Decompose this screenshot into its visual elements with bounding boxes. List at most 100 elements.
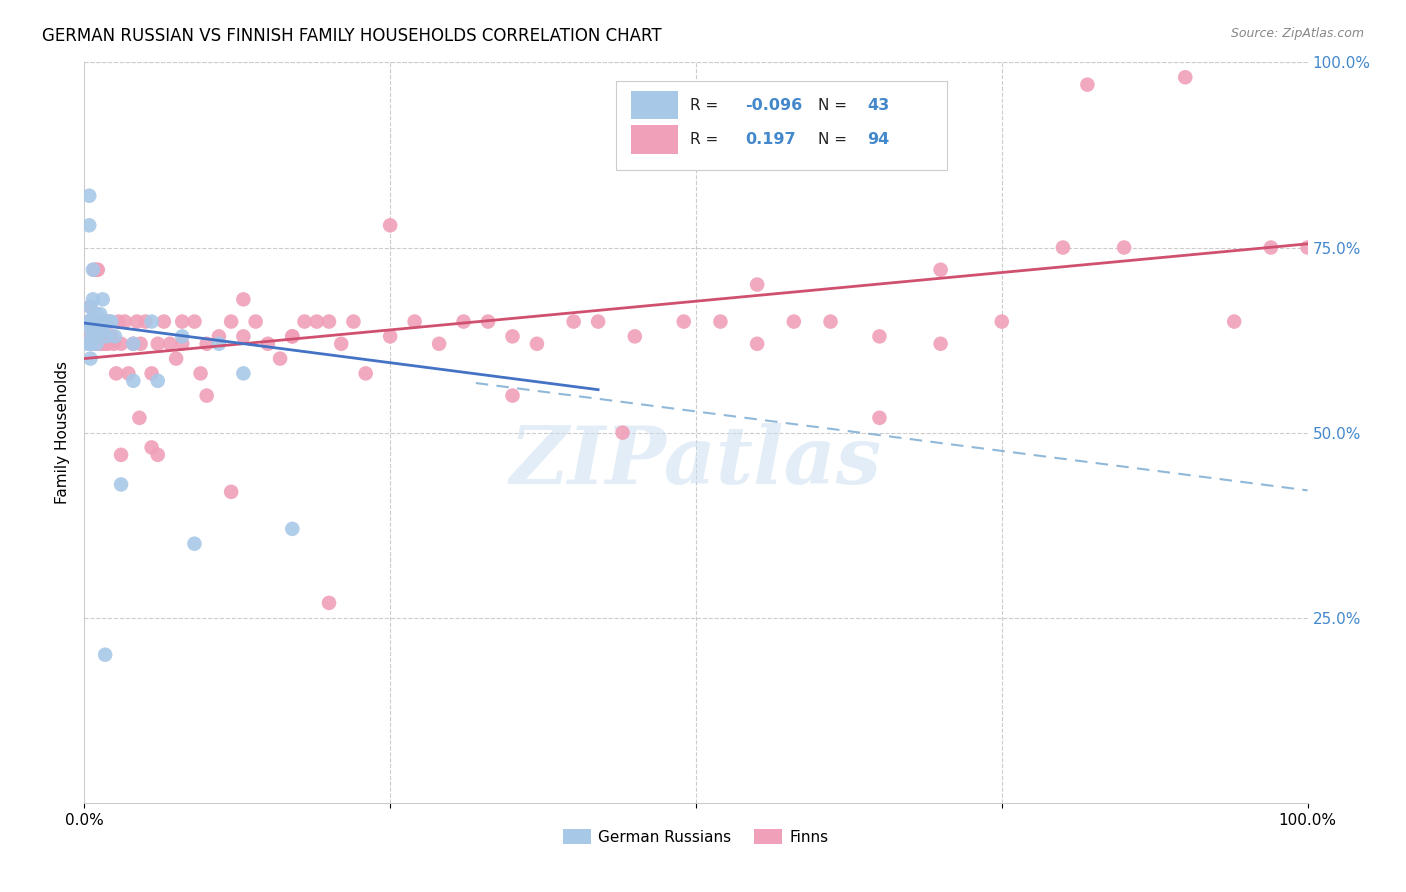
Text: 0.197: 0.197 [745,132,796,147]
Point [96,329,118,343]
Point [125,314,148,328]
Point [77,219,100,233]
Text: N =: N = [818,132,852,147]
Point [1223,314,1246,328]
Point [87,329,110,343]
Point [110,477,132,491]
Point [502,329,524,343]
Point [257,336,280,351]
Point [79,300,101,314]
Point [624,329,647,343]
Point [612,425,634,440]
Point [159,336,181,351]
Point [427,336,450,351]
Point [83,262,105,277]
Point [79,300,101,314]
Point [747,336,769,351]
Point [89,314,111,328]
Point [82,262,104,277]
FancyBboxPatch shape [616,81,946,169]
Point [117,367,139,381]
Point [100,329,122,343]
Point [477,314,499,328]
Point [190,367,212,381]
Point [91,293,114,307]
Point [869,329,891,343]
Point [929,262,952,277]
Point [93,314,115,328]
Point [330,336,353,351]
Point [195,388,218,402]
Point [80,329,103,343]
Point [94,336,117,351]
Point [77,188,100,202]
Point [80,329,103,343]
Point [104,329,127,343]
Point [281,329,304,343]
Point [87,262,110,277]
Point [90,314,112,328]
Point [281,329,304,343]
Point [87,314,110,328]
Point [96,314,118,328]
Text: R =: R = [690,132,723,147]
Point [783,314,806,328]
Point [672,314,695,328]
Point [1052,240,1074,255]
Point [453,314,475,328]
Point [195,336,218,351]
Point [89,307,111,321]
Point [79,322,101,336]
Point [165,351,187,366]
Point [87,336,110,351]
Point [709,314,731,328]
Point [146,374,169,388]
Point [89,322,111,336]
Text: ZIPatlas: ZIPatlas [510,424,882,501]
Point [97,314,120,328]
Point [87,314,110,328]
Point [84,329,107,343]
Point [82,293,104,307]
Point [79,336,101,351]
Text: Source: ZipAtlas.com: Source: ZipAtlas.com [1230,27,1364,40]
Point [83,322,105,336]
Point [208,336,231,351]
Legend: German Russians, Finns: German Russians, Finns [557,822,835,851]
Point [86,322,108,336]
Point [1174,70,1197,85]
Point [86,314,108,328]
Point [141,367,163,381]
Point [502,388,524,402]
Point [232,329,254,343]
Point [562,314,585,328]
Point [146,336,169,351]
Point [281,522,304,536]
Point [77,314,100,328]
Point [105,367,128,381]
Point [114,314,136,328]
Point [929,336,952,351]
Point [232,367,254,381]
Point [135,314,157,328]
Text: 94: 94 [868,132,890,147]
Text: GERMAN RUSSIAN VS FINNISH FAMILY HOUSEHOLDS CORRELATION CHART: GERMAN RUSSIAN VS FINNISH FAMILY HOUSEHO… [42,27,662,45]
Point [318,314,340,328]
Point [526,336,548,351]
Text: 43: 43 [868,98,890,113]
Point [77,329,100,343]
Point [84,329,107,343]
Point [172,336,194,351]
Point [183,314,205,328]
Point [820,314,842,328]
Point [380,219,402,233]
Point [82,314,104,328]
Point [77,314,100,328]
Point [269,351,291,366]
Point [122,336,145,351]
Point [342,314,364,328]
Point [747,277,769,292]
Point [86,262,108,277]
Point [122,336,145,351]
Point [103,336,125,351]
